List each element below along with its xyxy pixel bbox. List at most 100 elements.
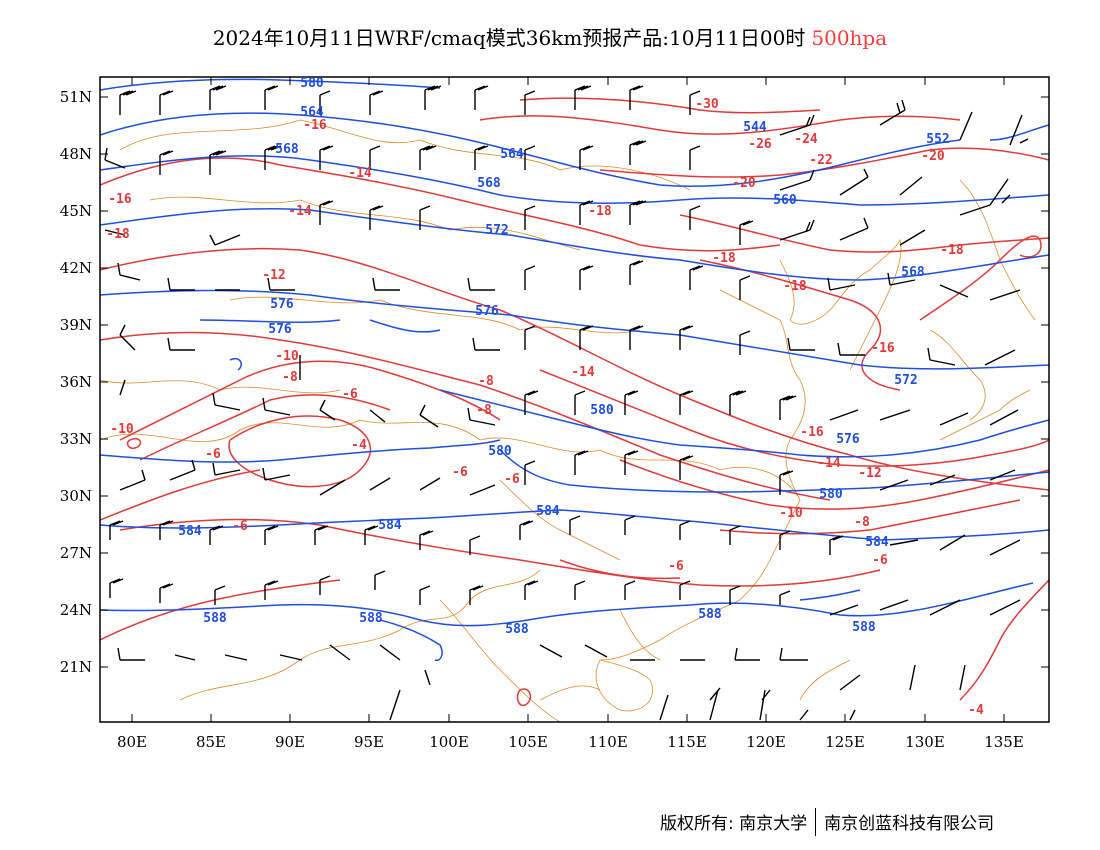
temp-label: -22 — [809, 153, 832, 168]
temp-label: -18 — [712, 251, 736, 266]
lat-label: 48N — [60, 145, 92, 163]
lat-label: 30N — [60, 487, 92, 505]
temp-label: -10 — [110, 422, 134, 437]
lon-label: 120E — [746, 733, 786, 751]
height-label: 576 — [475, 304, 499, 319]
height-label: 584 — [536, 504, 560, 519]
height-label: 584 — [378, 518, 402, 533]
height-label: 584 — [865, 535, 889, 550]
temp-label: -14 — [571, 365, 595, 380]
copyright-right: 南京创蓝科技有限公司 — [824, 814, 995, 834]
temp-label: -18 — [783, 279, 807, 294]
temp-label: -6 — [504, 472, 520, 487]
pressure-level: 500hpa — [811, 26, 888, 50]
temp-label: -8 — [478, 374, 494, 389]
height-label: 588 — [852, 620, 876, 635]
lat-label: 24N — [60, 601, 92, 619]
height-label: 560 — [773, 193, 797, 208]
temp-label: -12 — [262, 268, 285, 283]
temp-label: -10 — [779, 506, 803, 521]
height-label: 576 — [836, 432, 860, 447]
temp-label: -4 — [351, 438, 367, 453]
height-label: 588 — [203, 611, 227, 626]
temp-label: -18 — [940, 243, 964, 258]
temp-label: -20 — [732, 176, 756, 191]
lat-label: 33N — [60, 430, 92, 448]
lon-label: 125E — [825, 733, 865, 751]
temp-label: -30 — [695, 97, 719, 112]
temp-label: -12 — [858, 466, 881, 481]
latitude-labels: 51N 48N 45N 42N 39N 36N 33N 30N 27N 24N … — [60, 88, 92, 676]
footer-divider — [815, 808, 817, 836]
temp-label: -6 — [452, 465, 468, 480]
temp-label: -4 — [968, 703, 984, 718]
lon-label: 115E — [667, 733, 707, 751]
height-label: 580 — [300, 76, 324, 91]
title-text: 2024年10月11日WRF/cmaq模式36km预报产品:10月11日00时 — [212, 26, 806, 50]
height-label: 568 — [275, 142, 299, 157]
lon-label: 135E — [984, 733, 1024, 751]
temp-label: -6 — [342, 387, 358, 402]
height-label: 552 — [926, 132, 949, 147]
lon-label: 105E — [508, 733, 548, 751]
height-label: 580 — [819, 487, 843, 502]
lat-label: 36N — [60, 373, 92, 391]
temp-label: -26 — [748, 137, 772, 152]
lon-label: 110E — [588, 733, 628, 751]
height-label: 580 — [488, 444, 512, 459]
height-label: 544 — [743, 120, 767, 135]
temp-label: -6 — [205, 447, 221, 462]
temp-label: -8 — [854, 515, 870, 530]
lat-label: 51N — [60, 88, 92, 106]
copyright-footer: 版权所有: 南京大学 南京创蓝科技有限公司 — [660, 808, 994, 836]
height-label: 572 — [485, 223, 508, 238]
map-title: 2024年10月11日WRF/cmaq模式36km预报产品:10月11日00时 5… — [0, 22, 1100, 51]
temp-label: -18 — [106, 227, 130, 242]
lat-label: 45N — [60, 202, 92, 220]
temp-label: -16 — [303, 118, 327, 133]
coastline-layer — [100, 119, 1036, 722]
temp-label: -10 — [275, 349, 299, 364]
temp-label: -6 — [872, 553, 888, 568]
temp-label: -18 — [588, 204, 612, 219]
lat-label: 42N — [60, 259, 92, 277]
height-label: 576 — [270, 297, 294, 312]
height-label: 588 — [359, 611, 383, 626]
copyright-left: 版权所有: 南京大学 — [660, 814, 808, 834]
temp-label: -16 — [800, 425, 824, 440]
temp-label: -8 — [282, 370, 298, 385]
temp-label: -14 — [348, 166, 372, 181]
temp-label: -8 — [476, 403, 492, 418]
height-contour-labels: 580 564 568 568 572 576 576 576 580 580 … — [178, 76, 949, 637]
lat-label: 27N — [60, 544, 92, 562]
temp-label: -16 — [108, 192, 132, 207]
temp-label: -20 — [921, 149, 945, 164]
temperature-contours — [100, 97, 1049, 707]
temp-label: -16 — [871, 341, 895, 356]
temp-label: -6 — [668, 559, 684, 574]
height-label: 572 — [894, 373, 917, 388]
height-label: 576 — [268, 322, 292, 337]
lat-label: 39N — [60, 316, 92, 334]
wind-barbs — [104, 85, 1029, 721]
axis-ticks — [100, 77, 1049, 722]
lon-label: 90E — [275, 733, 305, 751]
height-label: 568 — [477, 176, 501, 191]
lon-label: 95E — [354, 733, 384, 751]
lon-label: 130E — [905, 733, 945, 751]
temperature-contour-labels: -16 -14 -12 -10 -8 -6 -4 -6 -10 -8 -6 -1… — [106, 97, 984, 718]
temp-label: -24 — [794, 132, 818, 147]
lon-label: 100E — [429, 733, 469, 751]
temp-label: -14 — [288, 204, 312, 219]
temp-label: -6 — [232, 519, 248, 534]
temp-label: -14 — [817, 456, 841, 471]
height-label: 564 — [300, 105, 324, 120]
height-label: 580 — [590, 403, 614, 418]
lon-label: 85E — [196, 733, 226, 751]
height-label: 568 — [901, 265, 925, 280]
height-label: 584 — [178, 524, 202, 539]
height-label: 588 — [505, 622, 529, 637]
lon-label: 80E — [117, 733, 147, 751]
plot-frame — [99, 76, 1050, 723]
